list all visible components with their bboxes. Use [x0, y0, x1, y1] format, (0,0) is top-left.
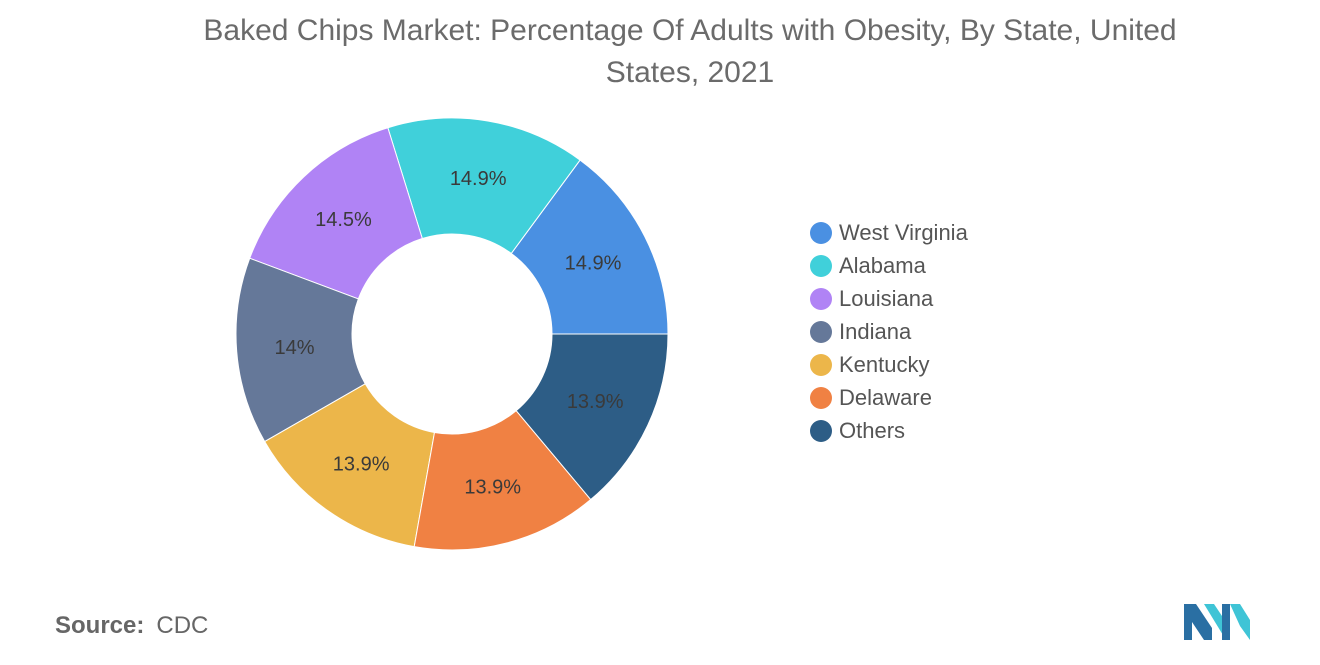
slice-label-indiana: 14% — [275, 337, 315, 359]
legend-swatch — [810, 287, 832, 310]
source-note: Source: CDC — [55, 612, 208, 640]
legend-item: West Virginia — [810, 216, 968, 249]
slice-label-alabama: 14.9% — [450, 168, 507, 190]
legend-swatch — [810, 320, 832, 343]
source-label: Source: — [55, 612, 145, 639]
legend-label: West Virginia — [839, 219, 968, 245]
legend-swatch — [810, 419, 832, 442]
legend-item: Kentucky — [810, 348, 968, 381]
legend-item: Louisiana — [810, 282, 968, 315]
legend-label: Louisiana — [839, 285, 934, 311]
legend-label: Others — [839, 417, 906, 443]
slice-west-virginia — [510, 159, 669, 335]
slice-label-kentucky: 13.9% — [333, 453, 390, 475]
slice-alabama — [387, 117, 581, 255]
legend-item: Indiana — [810, 315, 968, 348]
legend-item: Others — [810, 414, 968, 447]
legend-label: Delaware — [839, 384, 932, 410]
legend-label: Indiana — [839, 318, 912, 344]
slice-label-delaware: 13.9% — [464, 477, 521, 499]
legend-swatch — [810, 221, 832, 244]
slice-label-louisiana: 14.5% — [315, 209, 372, 231]
legend-swatch — [810, 254, 832, 277]
slice-label-others: 13.9% — [567, 391, 624, 413]
chart-title: Baked Chips Market: Percentage Of Adults… — [203, 14, 1177, 89]
legend-item: Alabama — [810, 249, 968, 282]
slice-louisiana — [249, 127, 423, 300]
slice-others — [515, 333, 669, 501]
legend-label: Kentucky — [839, 351, 930, 377]
legend-swatch — [810, 353, 832, 376]
slice-label-west-virginia: 14.9% — [565, 253, 622, 275]
legend-label: Alabama — [839, 252, 926, 278]
legend-item: Delaware — [810, 381, 968, 414]
slice-kentucky — [264, 383, 436, 548]
source-value: CDC — [156, 612, 209, 639]
legend-swatch — [810, 386, 832, 409]
legend: West Virginia Alabama Louisiana Indiana Kent… — [810, 216, 968, 447]
brand-logo — [1184, 604, 1250, 640]
slice-indiana — [235, 257, 366, 443]
slice-delaware — [413, 409, 592, 551]
